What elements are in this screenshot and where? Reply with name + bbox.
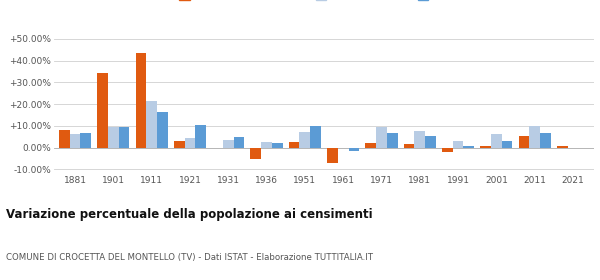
Bar: [452, 141, 463, 148]
Bar: [119, 127, 130, 148]
Bar: [491, 134, 502, 148]
Bar: [442, 148, 452, 152]
Bar: [387, 133, 398, 148]
Bar: [136, 53, 146, 148]
Bar: [146, 101, 157, 148]
Bar: [349, 148, 359, 151]
Bar: [250, 148, 261, 160]
Bar: [261, 142, 272, 148]
Bar: [365, 143, 376, 148]
Bar: [327, 148, 338, 163]
Bar: [518, 136, 529, 148]
Legend: Crocetta del Montello, Provincia di TV, Veneto: Crocetta del Montello, Provincia di TV, …: [175, 0, 473, 5]
Bar: [59, 130, 70, 148]
Text: COMUNE DI CROCETTA DEL MONTELLO (TV) - Dati ISTAT - Elaborazione TUTTITALIA.IT: COMUNE DI CROCETTA DEL MONTELLO (TV) - D…: [6, 253, 373, 262]
Bar: [415, 131, 425, 148]
Bar: [174, 141, 185, 148]
Bar: [540, 133, 551, 148]
Bar: [196, 125, 206, 148]
Bar: [108, 127, 119, 148]
Bar: [529, 126, 540, 148]
Bar: [480, 146, 491, 148]
Bar: [157, 112, 168, 148]
Bar: [299, 132, 310, 148]
Bar: [97, 73, 108, 148]
Bar: [425, 136, 436, 148]
Bar: [185, 138, 196, 148]
Bar: [376, 127, 387, 148]
Bar: [223, 140, 233, 148]
Text: Variazione percentuale della popolazione ai censimenti: Variazione percentuale della popolazione…: [6, 208, 373, 221]
Bar: [70, 134, 80, 148]
Bar: [502, 141, 512, 148]
Bar: [463, 146, 474, 148]
Bar: [289, 142, 299, 148]
Bar: [310, 126, 321, 148]
Bar: [404, 144, 415, 148]
Bar: [80, 133, 91, 148]
Bar: [557, 146, 568, 148]
Bar: [233, 137, 244, 148]
Bar: [272, 143, 283, 148]
